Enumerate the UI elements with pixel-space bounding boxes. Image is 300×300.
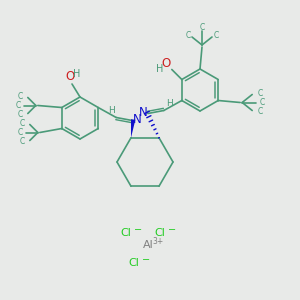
Text: C: C: [17, 92, 22, 101]
Text: C: C: [213, 31, 219, 40]
Text: C: C: [17, 128, 22, 137]
Text: C: C: [258, 89, 263, 98]
Text: −: −: [142, 255, 150, 265]
Text: O: O: [161, 57, 170, 70]
Text: Al: Al: [142, 240, 153, 250]
Text: H: H: [108, 106, 115, 115]
Text: C: C: [15, 101, 20, 110]
Text: H: H: [167, 99, 173, 108]
Text: H: H: [156, 64, 164, 74]
Text: Cl: Cl: [129, 258, 140, 268]
Text: C: C: [19, 137, 24, 146]
Text: C: C: [17, 110, 22, 119]
Text: Cl: Cl: [121, 228, 131, 238]
Text: C: C: [260, 98, 265, 107]
Text: N: N: [138, 106, 147, 119]
Text: C: C: [200, 22, 205, 32]
Text: N: N: [133, 113, 142, 126]
Text: −: −: [168, 225, 176, 235]
Text: C: C: [185, 31, 190, 40]
Text: O: O: [65, 70, 75, 83]
Text: −: −: [134, 225, 142, 235]
Text: C: C: [19, 119, 24, 128]
Polygon shape: [131, 119, 135, 138]
Text: C: C: [258, 107, 263, 116]
Text: Cl: Cl: [154, 228, 165, 238]
Text: H: H: [73, 69, 81, 79]
Text: 3+: 3+: [152, 236, 164, 245]
